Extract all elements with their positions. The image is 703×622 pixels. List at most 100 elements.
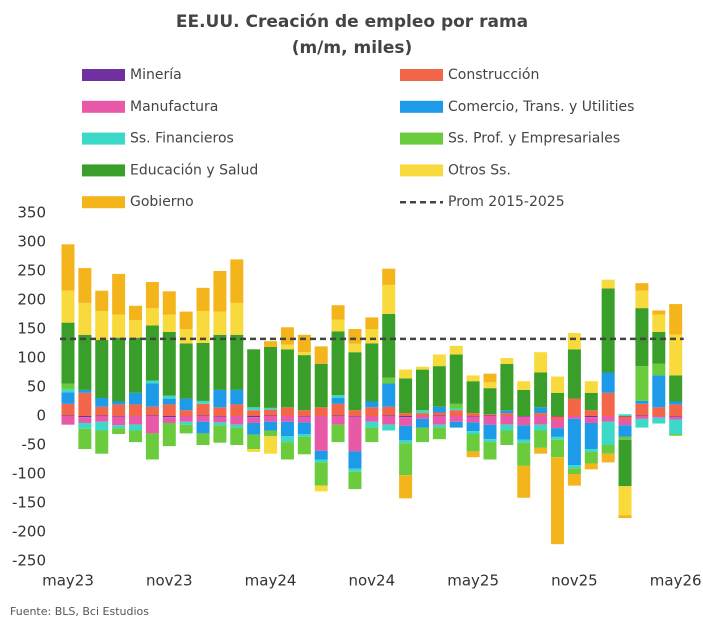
bar-segment — [112, 416, 126, 417]
bar-segment — [61, 392, 75, 404]
bar-segment — [483, 442, 497, 460]
y-tick-label: 300 — [17, 233, 46, 251]
bar-segment — [635, 403, 649, 416]
bar-segment — [78, 428, 92, 450]
bar-segment — [635, 366, 649, 401]
bar-segment — [382, 383, 396, 407]
bar-segment — [247, 449, 261, 452]
x-tick-label: may24 — [245, 572, 297, 590]
legend-swatch — [400, 100, 443, 113]
bar-segment — [129, 320, 143, 338]
bar-segment — [179, 311, 193, 329]
bar-segment — [534, 447, 548, 454]
bar-segment — [348, 471, 362, 490]
legend-label: Otros Ss. — [448, 162, 511, 178]
bar-segment — [196, 287, 210, 312]
bar-segment — [280, 416, 294, 422]
bar-segment — [500, 410, 514, 414]
bar-segment — [129, 430, 143, 443]
legend-label: Gobierno — [130, 194, 194, 210]
bar-segment — [95, 406, 109, 416]
x-tick-label: nov25 — [551, 572, 598, 590]
bar-segment — [78, 302, 92, 335]
legend-label: Ss. Prof. y Empresariales — [448, 131, 620, 147]
bar-segment — [314, 459, 328, 463]
bar-segment — [652, 331, 666, 364]
bar-segment — [129, 416, 143, 425]
bar-segment — [247, 434, 261, 450]
bar-segment — [145, 416, 159, 434]
bar-segment — [567, 465, 581, 469]
legend-label: Minería — [130, 67, 182, 83]
bar-segment — [567, 398, 581, 416]
bar-segment — [365, 407, 379, 416]
bar-segment — [601, 392, 615, 416]
y-tick-label: -50 — [22, 436, 47, 454]
bar-segment — [196, 421, 210, 434]
legend-swatch — [82, 132, 125, 145]
bar-segment — [517, 442, 531, 466]
bar-segment — [382, 377, 396, 384]
bar-segment — [449, 416, 463, 422]
bar-segment — [331, 415, 345, 416]
x-tick-label: nov23 — [146, 572, 193, 590]
bar-segment — [297, 433, 311, 437]
y-tick-label: 350 — [17, 204, 46, 222]
bar-segment — [129, 404, 143, 416]
bar-segment — [348, 468, 362, 472]
bar-segment — [652, 314, 666, 332]
bar-segment — [280, 327, 294, 345]
bar-segment — [230, 389, 244, 405]
bar-segment — [567, 333, 581, 350]
bar-segment — [112, 425, 126, 429]
bar-segment — [669, 416, 683, 420]
bar-segment — [145, 383, 159, 407]
bar-segment — [584, 449, 598, 452]
bar-segment — [449, 403, 463, 409]
bar-segment — [517, 389, 531, 416]
legend-swatch — [82, 100, 125, 113]
bar-segment — [213, 407, 227, 416]
bar-segment — [264, 415, 278, 416]
y-tick-label: 0 — [36, 407, 46, 425]
bar-segment — [95, 398, 109, 407]
x-tick-label: may23 — [42, 572, 94, 590]
bar-segment — [399, 416, 413, 418]
bar-segment — [382, 313, 396, 378]
bar-segment — [314, 485, 328, 492]
bar-segment — [669, 433, 683, 436]
bar-segment — [179, 329, 193, 344]
bar-segment — [534, 424, 548, 431]
bar-segment — [247, 416, 261, 418]
bar-segment — [314, 363, 328, 408]
bar-segment — [331, 403, 345, 416]
bar-segment — [500, 416, 514, 425]
bar-segment — [61, 322, 75, 384]
bar-segment — [635, 283, 649, 291]
bar-segment — [129, 337, 143, 393]
bar-segment — [61, 403, 75, 416]
legend-label: Prom 2015-2025 — [448, 194, 565, 210]
bar-segment — [145, 433, 159, 460]
bar-segment — [399, 425, 413, 441]
bar-segment — [618, 515, 632, 519]
bar-segment — [517, 416, 531, 426]
bar-segment — [95, 421, 109, 431]
bar-segment — [669, 404, 683, 416]
bar-segment — [466, 413, 480, 416]
bar-segment — [399, 417, 413, 426]
bar-segment — [162, 398, 176, 405]
bar-segment — [145, 380, 159, 384]
bar-segment — [652, 417, 666, 424]
bar-segment — [466, 416, 480, 417]
bar-segment — [348, 329, 362, 344]
bar-segment — [483, 416, 497, 425]
bar-segment — [382, 415, 396, 416]
bar-segment — [179, 398, 193, 411]
bar-segment — [348, 416, 362, 452]
legend-swatch — [400, 164, 443, 177]
legend-swatch — [400, 132, 443, 145]
bar-segment — [652, 407, 666, 416]
bar-segment — [415, 410, 429, 414]
